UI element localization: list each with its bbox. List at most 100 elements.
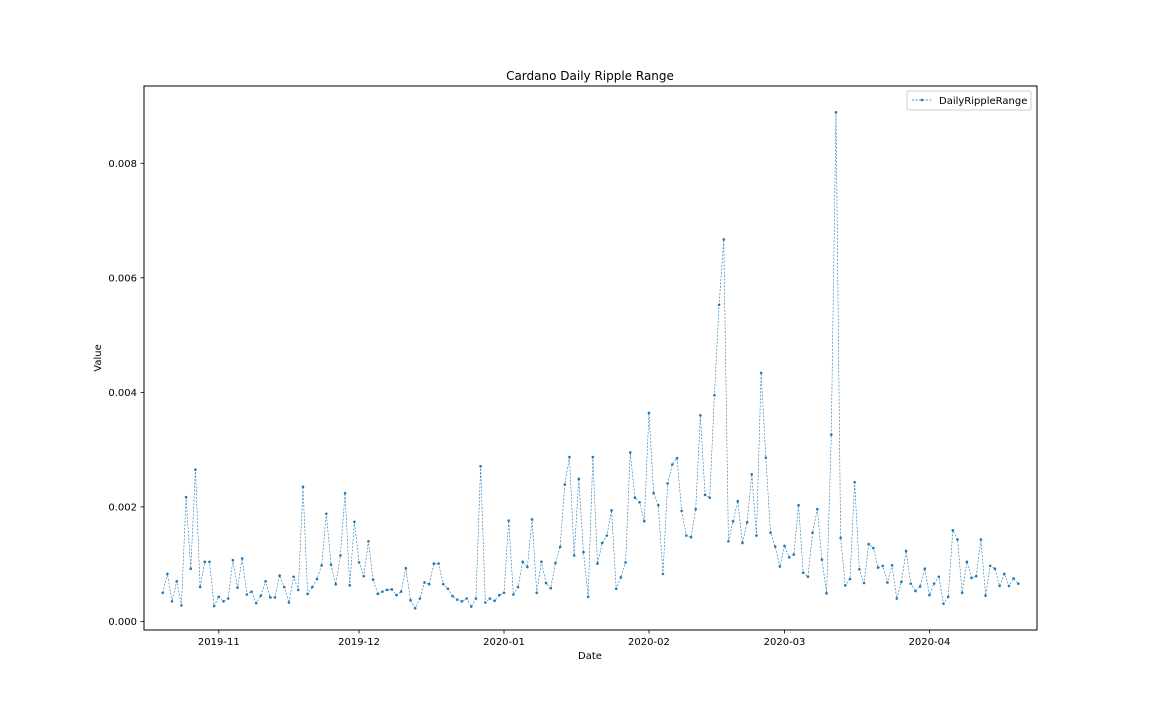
data-point xyxy=(367,539,370,543)
data-point xyxy=(993,567,997,571)
data-point xyxy=(610,509,613,512)
data-point xyxy=(572,554,576,557)
x-tick-label: 2019-12 xyxy=(338,637,380,648)
data-point xyxy=(792,553,796,556)
data-point xyxy=(671,463,674,466)
data-point xyxy=(530,518,534,521)
data-point xyxy=(825,592,828,595)
data-point xyxy=(568,455,571,459)
y-tick-label: 0.004 xyxy=(108,388,137,399)
data-point xyxy=(250,590,253,593)
data-point xyxy=(198,585,202,589)
legend-label: DailyRippleRange xyxy=(939,96,1027,107)
data-point xyxy=(512,593,515,596)
data-point xyxy=(956,538,959,541)
data-point xyxy=(226,597,230,600)
legend-marker-swatch xyxy=(920,98,924,102)
data-point xyxy=(217,595,221,599)
data-point xyxy=(320,563,323,567)
data-point xyxy=(437,562,440,565)
x-tick-label: 2019-11 xyxy=(198,637,240,648)
data-point xyxy=(371,578,375,581)
data-point xyxy=(484,601,487,604)
data-point xyxy=(194,468,197,471)
data-point xyxy=(549,586,553,590)
data-point xyxy=(325,512,328,516)
data-point xyxy=(498,593,501,597)
y-tick-label: 0.000 xyxy=(108,617,137,628)
data-point xyxy=(427,582,431,586)
data-point xyxy=(600,541,604,545)
data-point xyxy=(708,496,712,500)
y-tick-label: 0.002 xyxy=(108,502,137,513)
data-point xyxy=(409,598,412,602)
data-point xyxy=(390,588,394,591)
data-point xyxy=(914,589,917,593)
data-point xyxy=(694,507,697,511)
data-point xyxy=(858,568,861,571)
data-point xyxy=(867,542,870,546)
data-point xyxy=(886,581,889,584)
data-point xyxy=(717,303,721,307)
data-point xyxy=(797,503,800,507)
data-point xyxy=(278,574,281,577)
data-point xyxy=(254,601,258,605)
data-point xyxy=(778,565,782,568)
data-point xyxy=(675,456,679,460)
data-point xyxy=(582,550,585,554)
data-point xyxy=(895,597,899,600)
data-point xyxy=(526,565,529,569)
data-point xyxy=(984,594,987,597)
data-point xyxy=(544,581,548,585)
data-point xyxy=(689,535,693,539)
data-point xyxy=(577,477,581,481)
data-point xyxy=(455,598,459,601)
data-point xyxy=(755,534,758,537)
data-point xyxy=(493,599,496,603)
data-point xyxy=(184,495,188,499)
data-point xyxy=(614,587,618,591)
data-point xyxy=(376,592,380,596)
x-tick-label: 2020-01 xyxy=(483,637,525,648)
data-point xyxy=(834,111,838,114)
data-point xyxy=(353,520,356,524)
data-point xyxy=(465,597,468,600)
data-point xyxy=(951,529,955,532)
data-point xyxy=(848,577,852,581)
data-point xyxy=(315,577,319,581)
data-point xyxy=(628,451,632,454)
data-point xyxy=(998,584,1001,588)
data-point xyxy=(661,572,665,576)
data-point xyxy=(259,594,263,597)
data-point xyxy=(432,562,436,565)
data-point xyxy=(722,238,726,241)
data-point xyxy=(339,554,342,557)
data-point xyxy=(1007,584,1011,588)
data-point xyxy=(918,585,922,588)
data-point xyxy=(348,584,352,587)
data-point xyxy=(801,571,805,575)
data-point xyxy=(811,531,814,534)
data-point xyxy=(222,600,225,603)
data-point xyxy=(974,574,978,578)
data-point xyxy=(647,411,651,415)
data-point xyxy=(881,564,885,568)
data-point xyxy=(699,413,702,417)
x-axis-label: Date xyxy=(578,651,602,662)
data-point xyxy=(932,582,936,585)
data-point xyxy=(820,558,824,561)
data-point xyxy=(666,482,669,485)
data-point xyxy=(965,560,969,564)
data-point xyxy=(586,595,590,599)
data-point xyxy=(521,560,525,564)
data-point xyxy=(301,485,305,489)
data-point xyxy=(960,591,964,595)
data-point xyxy=(175,580,179,583)
data-point xyxy=(212,604,216,608)
data-point xyxy=(937,575,941,579)
data-point xyxy=(404,566,408,570)
data-point xyxy=(928,593,931,597)
data-point xyxy=(516,585,520,589)
data-point xyxy=(853,480,856,484)
